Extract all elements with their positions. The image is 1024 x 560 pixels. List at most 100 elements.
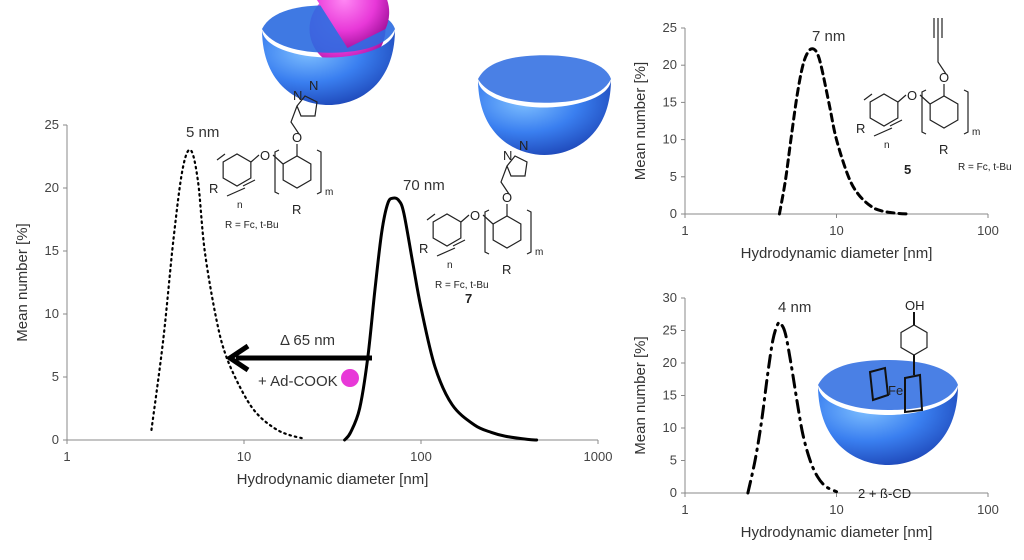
cyclodextrin-icon	[818, 385, 958, 465]
cd-guest-complex	[262, 0, 395, 106]
atom-label: O	[292, 130, 302, 145]
series-line-5nm	[150, 148, 306, 440]
ferrocene-cd-complex	[818, 360, 958, 465]
y-tick-label: 20	[663, 355, 677, 370]
compound-number: 7	[465, 291, 472, 306]
y-tick-label: 0	[670, 206, 677, 221]
y-tick-label: 0	[52, 432, 59, 447]
atom-label: R	[939, 142, 948, 157]
cavity-rim	[818, 360, 958, 410]
atom-label: n	[884, 140, 890, 151]
benzene-ring	[432, 213, 462, 247]
iron-label: Fe	[888, 383, 903, 398]
series-line-4nm	[746, 320, 838, 495]
r-definition: R = Fc, t-Bu	[958, 162, 1012, 173]
x-tick-label: 100	[410, 449, 432, 464]
atom-label: N	[309, 78, 318, 93]
structure-s1: O O R Rn m NN R = Fc, t-Bu	[209, 78, 333, 231]
peak-label: 5 nm	[186, 124, 219, 141]
x-axis-title: Hydrodynamic diameter [nm]	[741, 245, 933, 262]
x-tick-label: 100	[977, 223, 999, 238]
cyclodextrin-icon	[262, 29, 395, 106]
atom-label: m	[325, 187, 333, 198]
atom-label: N	[519, 138, 528, 153]
peak-label: 4 nm	[778, 299, 811, 316]
cyclodextrin-cup	[478, 55, 611, 155]
atom-label: O	[939, 70, 949, 85]
chart-1: 0 5 10 15 20 25 1 10 100 Hydrodynamic diameter [n…	[632, 20, 999, 262]
hydroxyl-label: OH	[905, 298, 925, 313]
series-line-7nm	[777, 47, 911, 216]
y-tick-label: 5	[52, 369, 59, 384]
peak-label: 7 nm	[812, 28, 845, 45]
atom-label: N	[293, 88, 302, 103]
benzene-ring	[222, 153, 252, 187]
atom-label: m	[972, 127, 980, 138]
triazole-ring	[500, 155, 528, 195]
y-tick-label: 10	[45, 306, 59, 321]
x-axis-title: Hydrodynamic diameter [nm]	[741, 524, 933, 541]
cyclopentadienyl-rings	[868, 312, 924, 414]
structure-s7: O O R Rn m NN R = Fc, t-Bu7	[419, 138, 543, 306]
atom-label: N	[503, 148, 512, 163]
shift-label: Δ 65 nm	[280, 332, 335, 349]
atom-label: m	[535, 247, 543, 258]
y-tick-label: 15	[45, 243, 59, 258]
bracket	[274, 149, 322, 195]
y-tick-label: 5	[670, 453, 677, 468]
y-tick-label: 20	[45, 180, 59, 195]
alkyne-bond	[933, 18, 947, 75]
benzene-ring	[492, 215, 522, 249]
atom-label: R	[502, 262, 511, 277]
chart-2: 0 5 10 15 20 25 30 1 10 100 Hydrodynamic diameter …	[632, 290, 999, 541]
y-tick-label: 25	[45, 117, 59, 132]
x-tick-label: 1	[681, 502, 688, 517]
y-axis-title: Mean number [%]	[632, 62, 649, 180]
bond	[216, 144, 298, 197]
y-axis-title: Mean number [%]	[14, 223, 31, 341]
atom-label: n	[447, 260, 453, 271]
x-tick-label: 10	[829, 502, 843, 517]
cavity-rim	[478, 55, 611, 103]
x-tick-label: 100	[977, 502, 999, 517]
y-tick-label: 25	[663, 323, 677, 338]
y-tick-label: 15	[663, 94, 677, 109]
ferrocene-phenol: OH Fe	[868, 298, 928, 414]
atom-label: O	[260, 148, 270, 163]
atom-label: R	[209, 181, 218, 196]
atom-label: R	[856, 121, 865, 136]
bracket	[484, 209, 532, 255]
arrow-head-icon	[225, 343, 250, 373]
y-tick-label: 10	[663, 132, 677, 147]
bond	[863, 84, 945, 137]
atom-label: O	[907, 88, 917, 103]
bracket	[921, 89, 969, 135]
r-definition: R = Fc, t-Bu	[435, 280, 489, 291]
y-axis-title: Mean number [%]	[632, 336, 649, 454]
y-tick-label: 15	[663, 388, 677, 403]
series-line-70nm	[343, 196, 539, 442]
x-tick-label: 10	[237, 449, 251, 464]
benzene-ring	[900, 324, 928, 356]
additive-label: + Ad-COOK	[258, 373, 338, 390]
cyclodextrin-icon	[478, 79, 611, 155]
x-axis-title: Hydrodynamic diameter [nm]	[237, 471, 429, 488]
benzene-ring	[282, 155, 312, 189]
atom-label: n	[237, 200, 243, 211]
y-tick-label: 5	[670, 169, 677, 184]
y-tick-label: 10	[663, 420, 677, 435]
r-definition: R = Fc, t-Bu	[225, 220, 279, 231]
y-tick-label: 25	[663, 20, 677, 35]
structure-s5: O O R Rn m R = Fc, t-Bu 5	[856, 18, 1012, 177]
x-tick-label: 1	[681, 223, 688, 238]
benzene-ring	[929, 95, 959, 129]
x-tick-label: 1000	[584, 449, 613, 464]
y-tick-label: 30	[663, 290, 677, 305]
triazole-ring	[290, 95, 318, 135]
guest-sphere-top	[316, 0, 390, 49]
peak-label: 70 nm	[403, 177, 445, 194]
adamantane-guest-icon	[341, 369, 359, 387]
y-tick-label: 0	[670, 485, 677, 500]
compound-number: 5	[904, 162, 911, 177]
